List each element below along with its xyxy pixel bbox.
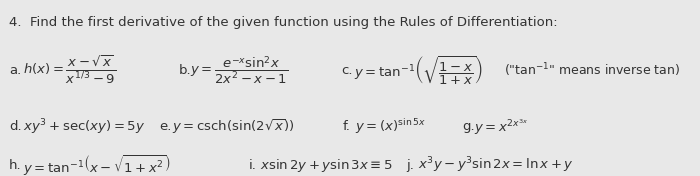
Text: 4.  Find the first derivative of the given function using the Rules of Different: 4. Find the first derivative of the give… (9, 16, 558, 29)
Text: j.: j. (406, 159, 414, 172)
Text: f.: f. (343, 120, 351, 133)
Text: c.: c. (342, 64, 353, 77)
Text: i.: i. (248, 159, 256, 172)
Text: h.: h. (9, 159, 22, 172)
Text: e.: e. (160, 120, 172, 133)
Text: $y=x^{2x^{3x}}$: $y=x^{2x^{3x}}$ (474, 117, 528, 137)
Text: $y=(x)^{\sin 5x}$: $y=(x)^{\sin 5x}$ (355, 117, 426, 136)
Text: $x^3y-y^3\sin 2x=\ln x+y$: $x^3y-y^3\sin 2x=\ln x+y$ (418, 156, 574, 175)
Text: ("tan$^{-1}$" means inverse tan): ("tan$^{-1}$" means inverse tan) (504, 62, 680, 79)
Text: d.: d. (9, 120, 22, 133)
Text: $x\sin 2y+y\sin 3x\equiv 5$: $x\sin 2y+y\sin 3x\equiv 5$ (260, 157, 393, 174)
Text: b.: b. (178, 64, 191, 77)
Text: $y=\mathrm{csch}(\sin(2\sqrt{x}))$: $y=\mathrm{csch}(\sin(2\sqrt{x}))$ (172, 117, 294, 136)
Text: g.: g. (462, 120, 475, 133)
Text: $h(x)=\dfrac{x-\sqrt{x}}{x^{1/3}-9}$: $h(x)=\dfrac{x-\sqrt{x}}{x^{1/3}-9}$ (23, 54, 116, 86)
Text: a.: a. (9, 64, 22, 77)
Text: $y=\tan^{-1}\!\left(x-\sqrt{1+x^2}\right)$: $y=\tan^{-1}\!\left(x-\sqrt{1+x^2}\right… (23, 153, 171, 176)
Text: $xy^3+\sec(xy)=5y$: $xy^3+\sec(xy)=5y$ (23, 117, 146, 137)
Text: $y=\tan^{-1}\!\left(\sqrt{\dfrac{1-x}{1+x}}\right)$: $y=\tan^{-1}\!\left(\sqrt{\dfrac{1-x}{1+… (354, 54, 482, 87)
Text: $y=\dfrac{e^{-x}\sin^2\!x}{2x^2-x-1}$: $y=\dfrac{e^{-x}\sin^2\!x}{2x^2-x-1}$ (190, 54, 288, 86)
